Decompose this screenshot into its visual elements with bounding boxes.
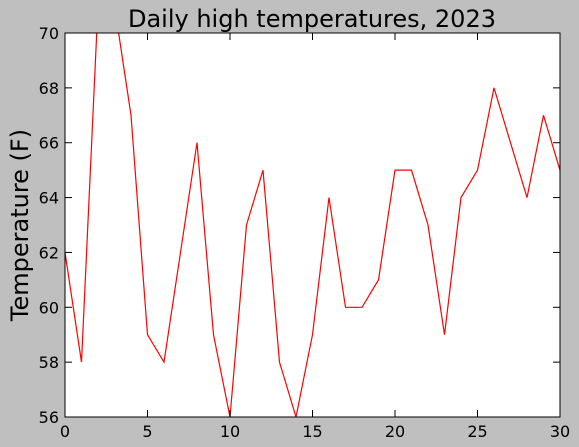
y-tick-label: 62 xyxy=(39,243,59,262)
x-tick-label: 25 xyxy=(467,422,487,441)
x-tick-label: 10 xyxy=(220,422,240,441)
y-tick-label: 58 xyxy=(39,353,59,372)
y-tick-label: 70 xyxy=(39,24,59,43)
series-line-0 xyxy=(65,33,560,417)
x-tick-label: 30 xyxy=(550,422,570,441)
x-tick-label: 20 xyxy=(385,422,405,441)
x-tick-label: 5 xyxy=(142,422,152,441)
x-tick-label: 0 xyxy=(60,422,70,441)
y-tick-label: 66 xyxy=(39,134,59,153)
y-tick-label: 64 xyxy=(39,189,59,208)
y-axis-label: Temperature (F) xyxy=(6,129,34,322)
labels-layer: 0 5 10 15 20 25 30 56 58 60 62 64 66 68 70 xyxy=(39,24,571,441)
y-tick-label: 56 xyxy=(39,408,59,427)
plot-area xyxy=(65,33,560,417)
series-layer xyxy=(65,33,560,417)
chart-title: Daily high temperatures, 2023 xyxy=(128,5,496,33)
plot-frame xyxy=(64,32,561,418)
y-tick-label: 60 xyxy=(39,298,59,317)
y-tick-label: 68 xyxy=(39,79,59,98)
x-tick-label: 15 xyxy=(302,422,322,441)
